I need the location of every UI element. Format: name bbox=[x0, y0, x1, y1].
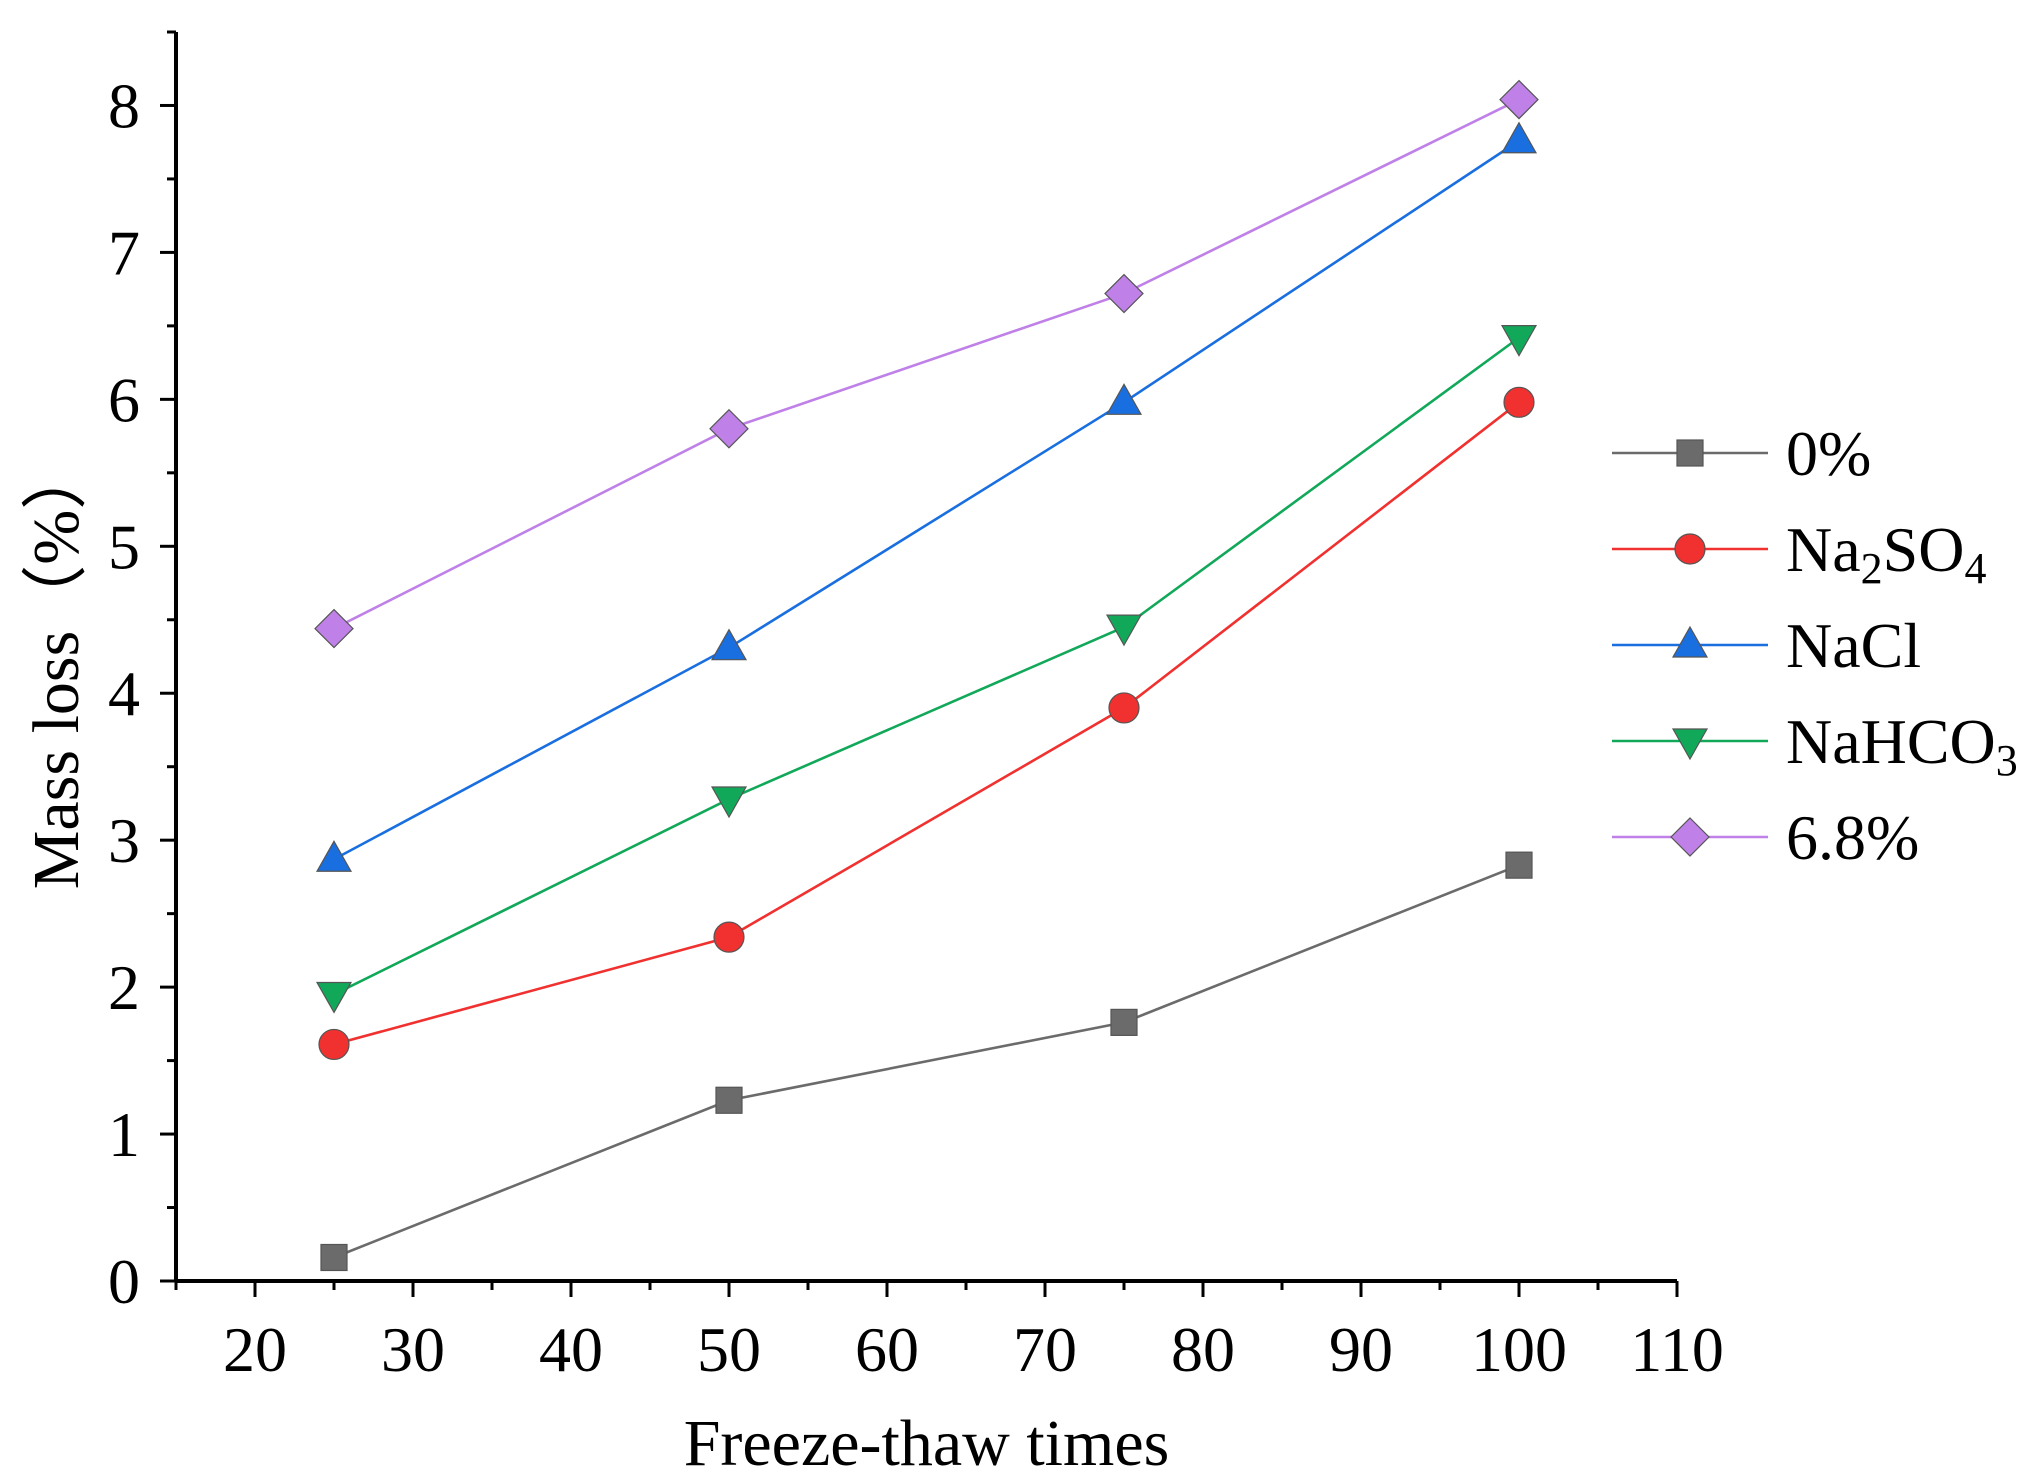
data-point bbox=[713, 921, 745, 953]
y-tick-label: 7 bbox=[108, 217, 140, 288]
x-tick-label: 100 bbox=[1471, 1314, 1567, 1385]
series-line bbox=[333, 336, 1520, 996]
series-line bbox=[333, 863, 1520, 1259]
data-point bbox=[320, 1243, 348, 1272]
data-point bbox=[314, 608, 354, 649]
x-tick-label: 70 bbox=[1013, 1314, 1077, 1385]
legend-entry: 6.8% bbox=[1612, 802, 1919, 873]
data-point bbox=[1110, 1008, 1138, 1036]
y-tick-label: 8 bbox=[108, 70, 140, 141]
legend-marker bbox=[1671, 728, 1709, 761]
legend-label: NaCl bbox=[1786, 610, 1921, 681]
legend-label: 6.8% bbox=[1786, 802, 1919, 873]
legend-marker bbox=[1670, 817, 1710, 857]
series-4 bbox=[314, 79, 1539, 649]
legend: 0% Na2SO4 NaCl NaHCO3 6.8% bbox=[1612, 418, 2018, 873]
series-layer bbox=[314, 79, 1539, 1272]
series-line bbox=[333, 98, 1520, 630]
series-3 bbox=[315, 325, 1538, 1014]
legend-entry: 0% bbox=[1612, 418, 1871, 489]
series-1 bbox=[318, 386, 1535, 1061]
series-2 bbox=[315, 121, 1538, 872]
data-point bbox=[318, 1028, 350, 1061]
data-point bbox=[715, 1086, 743, 1114]
x-tick-label: 20 bbox=[223, 1314, 287, 1385]
data-point bbox=[710, 628, 748, 661]
data-point bbox=[1500, 325, 1538, 357]
legend-label: NaHCO3 bbox=[1786, 706, 2018, 785]
data-point bbox=[315, 981, 353, 1014]
legend-label: 0% bbox=[1786, 418, 1871, 489]
y-tick-label: 0 bbox=[108, 1246, 140, 1317]
y-tick-label: 6 bbox=[108, 364, 140, 435]
legend-marker bbox=[1676, 439, 1704, 467]
y-tick-label: 3 bbox=[108, 805, 140, 876]
series-0 bbox=[320, 851, 1533, 1272]
x-tick-label: 80 bbox=[1171, 1314, 1235, 1385]
x-tick-label: 110 bbox=[1630, 1314, 1724, 1385]
legend-label: Na2SO4 bbox=[1786, 514, 1986, 593]
data-point bbox=[1108, 692, 1140, 724]
data-point bbox=[710, 786, 748, 819]
x-tick-label: 30 bbox=[381, 1314, 445, 1385]
axes: 20 30 40 50 60 70 80 90 100 110 0 1 2 3 4 5 6 7 8 bbox=[108, 30, 1724, 1385]
y-tick-label: 5 bbox=[108, 511, 140, 582]
y-tick-label: 1 bbox=[108, 1099, 140, 1170]
y-tick-label: 2 bbox=[108, 952, 140, 1023]
series-line bbox=[333, 401, 1520, 1046]
y-axis-title: Mass loss（%） bbox=[20, 444, 93, 890]
data-point bbox=[1505, 851, 1533, 879]
data-point bbox=[1503, 386, 1535, 418]
legend-marker bbox=[1671, 625, 1709, 658]
data-point bbox=[315, 840, 353, 872]
data-point bbox=[1105, 383, 1143, 415]
x-tick-label: 40 bbox=[539, 1314, 603, 1385]
data-point bbox=[1104, 273, 1144, 314]
data-point bbox=[1499, 79, 1539, 120]
legend-entry: NaHCO3 bbox=[1612, 706, 2018, 785]
legend-entry: NaCl bbox=[1612, 610, 1921, 681]
series-line bbox=[333, 139, 1520, 861]
legend-marker bbox=[1674, 533, 1706, 565]
x-tick-label: 60 bbox=[855, 1314, 919, 1385]
legend-entry: Na2SO4 bbox=[1612, 514, 1986, 593]
y-tick-label: 4 bbox=[108, 658, 140, 729]
x-tick-label: 50 bbox=[697, 1314, 761, 1385]
data-point bbox=[1500, 121, 1538, 154]
data-point bbox=[1105, 614, 1143, 647]
x-tick-label: 90 bbox=[1329, 1314, 1393, 1385]
data-point bbox=[709, 408, 749, 449]
x-axis-title: Freeze-thaw times bbox=[684, 1407, 1170, 1480]
